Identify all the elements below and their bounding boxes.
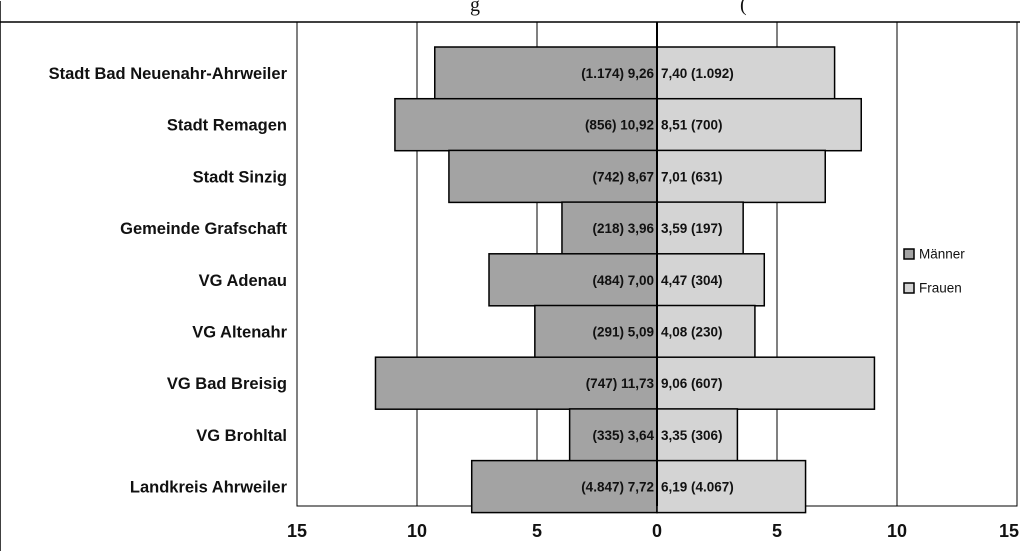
data-label-frauen: 7,40 (1.092) xyxy=(661,66,734,81)
x-tick-label: 15 xyxy=(999,521,1019,541)
data-label-maenner: (484) 7,00 xyxy=(592,273,654,288)
data-label-frauen: 7,01 (631) xyxy=(661,169,723,184)
bar-maenner xyxy=(394,97,658,152)
data-label-frauen: 4,08 (230) xyxy=(661,325,723,340)
data-label-frauen: 9,06 (607) xyxy=(661,376,723,391)
x-tick-label: 15 xyxy=(287,521,307,541)
category-label: Stadt Sinzig xyxy=(193,168,287,186)
bar-frauen xyxy=(656,97,862,152)
x-tick-label: 10 xyxy=(407,521,427,541)
x-tick-label: 5 xyxy=(772,521,782,541)
category-label: VG Altenahr xyxy=(192,324,287,342)
bar-frauen xyxy=(656,149,826,204)
legend-swatch xyxy=(903,282,915,294)
data-label-maenner: (291) 5,09 xyxy=(592,325,654,340)
data-label-frauen: 8,51 (700) xyxy=(661,118,723,133)
data-label-frauen: 4,47 (304) xyxy=(661,273,723,288)
data-label-frauen: 6,19 (4.067) xyxy=(661,480,734,495)
data-label-maenner: (856) 10,92 xyxy=(585,118,654,133)
data-label-maenner: (218) 3,96 xyxy=(592,221,654,236)
legend-label: Frauen xyxy=(919,281,962,296)
category-label: Gemeinde Grafschaft xyxy=(120,220,287,238)
data-label-frauen: 3,35 (306) xyxy=(661,428,723,443)
data-label-maenner: (742) 8,67 xyxy=(592,169,654,184)
bar-maenner xyxy=(470,459,658,514)
legend-label: Männer xyxy=(919,247,965,262)
x-tick-label: 0 xyxy=(652,521,662,541)
bar-maenner xyxy=(568,408,658,462)
data-label-frauen: 3,59 (197) xyxy=(661,221,723,236)
bar-maenner xyxy=(448,149,658,204)
category-label: VG Brohltal xyxy=(196,427,287,445)
category-label: VG Bad Breisig xyxy=(167,375,287,393)
bar-maenner xyxy=(374,356,658,410)
data-label-maenner: (4.847) 7,72 xyxy=(581,480,654,495)
data-label-maenner: (1.174) 9,26 xyxy=(581,66,654,81)
category-label: Stadt Bad Neuenahr-Ahrweiler xyxy=(49,65,288,83)
category-label: VG Adenau xyxy=(199,272,287,290)
category-label: Landkreis Ahrweiler xyxy=(130,479,288,497)
category-label: Stadt Remagen xyxy=(167,117,287,135)
data-label-maenner: (747) 11,73 xyxy=(586,376,655,391)
bar-frauen xyxy=(656,304,756,359)
x-tick-label: 5 xyxy=(532,521,542,541)
bar-frauen xyxy=(656,459,807,514)
data-label-maenner: (335) 3,64 xyxy=(592,428,654,443)
bar-frauen xyxy=(656,253,766,307)
x-tick-label: 10 xyxy=(887,521,907,541)
legend-swatch xyxy=(903,248,915,260)
bar-maenner xyxy=(434,46,658,100)
bar-maenner xyxy=(534,304,658,359)
header-text: g ( xyxy=(470,0,747,16)
bar-frauen xyxy=(656,356,876,410)
